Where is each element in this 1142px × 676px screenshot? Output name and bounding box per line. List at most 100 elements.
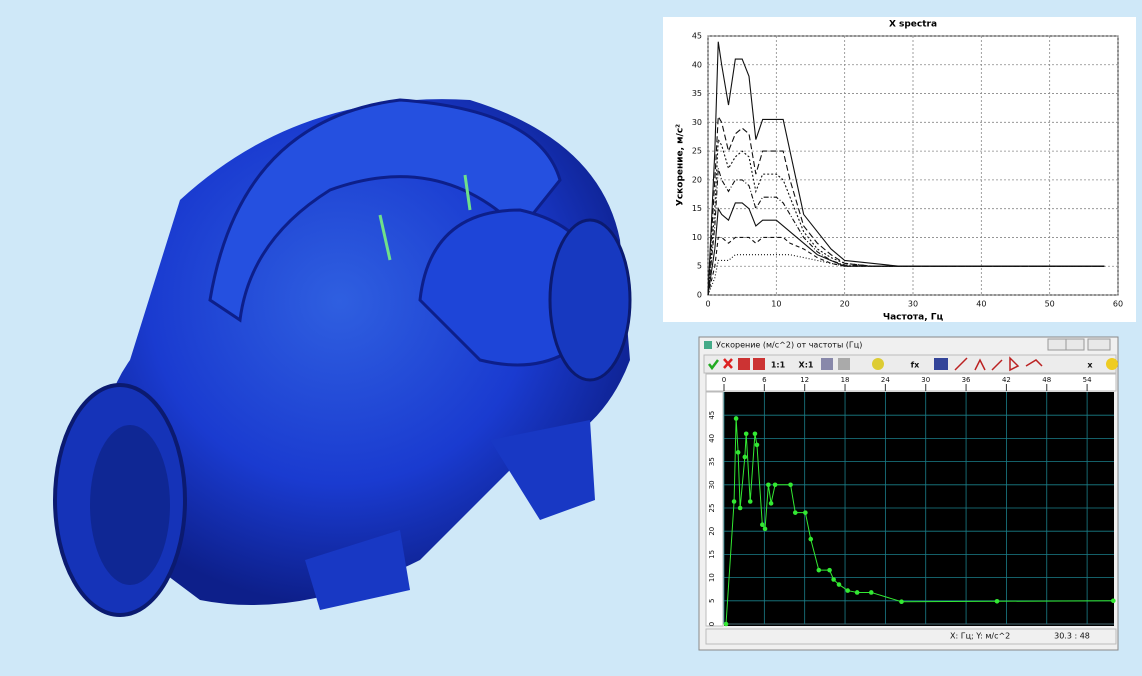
y-tick-label: 20: [692, 175, 702, 184]
data-point: [808, 536, 814, 542]
data-point: [868, 590, 874, 595]
data-point: [899, 599, 904, 605]
y-tick-label: 15: [692, 204, 702, 213]
data-point: [994, 598, 1000, 604]
app-window: Ускорение (м/с^2) от частоты (Гц) X: Гц;…: [698, 336, 1119, 651]
ok-button[interactable]: [708, 359, 719, 371]
x-tick-label: 10: [771, 300, 781, 309]
data-point: [723, 621, 729, 627]
pump-render: [53, 98, 632, 617]
x-tick-label: 50: [1045, 300, 1055, 309]
y-tick-label: 10: [708, 573, 716, 582]
y-tick-label: 25: [692, 147, 702, 156]
y-tick-label: 20: [708, 527, 716, 536]
tool-button[interactable]: [738, 358, 750, 370]
x-tick-label: 20: [840, 300, 850, 309]
toolbar-button[interactable]: 1:1: [771, 361, 786, 370]
tool-button[interactable]: [872, 358, 884, 370]
y-tick-label: 10: [692, 233, 702, 242]
series-line: [707, 41, 1105, 296]
y-tick-label: 30: [692, 118, 702, 127]
x-tick-label: 30: [921, 376, 930, 384]
tool-button[interactable]: [821, 358, 833, 370]
y-tick-label: 5: [708, 599, 716, 603]
tool-button[interactable]: [753, 358, 765, 370]
data-point: [803, 510, 808, 515]
data-point: [752, 431, 758, 437]
status-bar: [705, 628, 1117, 645]
data-point: [831, 577, 836, 582]
y-tick-label: 5: [697, 262, 702, 271]
minimize-button[interactable]: [1047, 338, 1067, 351]
help-button[interactable]: [1106, 358, 1118, 370]
status-cursor: 30.3 : 48: [1054, 632, 1090, 641]
data-point: [836, 582, 842, 587]
x-tick-label: 30: [908, 300, 918, 309]
series-line: [707, 236, 1105, 296]
y-tick-label: 15: [708, 550, 716, 559]
data-point: [762, 526, 768, 532]
y-tick-label: 40: [708, 434, 716, 443]
x-tick-label: 6: [762, 376, 767, 384]
series-line: [707, 254, 1105, 296]
y-tick-label: 25: [708, 504, 716, 513]
data-point: [788, 482, 793, 488]
data-point: [792, 510, 798, 515]
data-point: [735, 450, 741, 455]
x-tick-label: 60: [1113, 300, 1123, 309]
data-point: [754, 442, 760, 448]
x-tick-label: 40: [976, 300, 986, 309]
tool-button[interactable]: [934, 358, 948, 370]
plot-area: [724, 392, 1114, 626]
maximize-button[interactable]: [1065, 338, 1085, 351]
x-ruler: [705, 373, 1117, 392]
data-point: [827, 567, 832, 573]
data-point: [733, 416, 739, 421]
x-tick-label: 18: [841, 376, 850, 384]
chart-title: X spectra: [889, 20, 937, 30]
toolbar-button[interactable]: X:1: [799, 361, 814, 370]
x-tick-label: 12: [800, 376, 809, 384]
y-tick-label: 45: [708, 411, 716, 420]
x-tick-label: 42: [1002, 376, 1011, 384]
x-tick-label: 0: [722, 376, 726, 384]
x-tick-label: 54: [1083, 376, 1092, 384]
y-tick-label: 35: [708, 457, 716, 466]
data-point: [854, 590, 860, 595]
x-axis-label: Частота, Гц: [883, 313, 944, 323]
status-units: X: Гц; Y: м/с^2: [950, 632, 1010, 641]
y-tick-label: 0: [697, 291, 702, 300]
window-title: Ускорение (м/с^2) от частоты (Гц): [716, 341, 862, 350]
x-tick-label: 24: [881, 376, 890, 384]
toolbar-button[interactable]: fx: [911, 361, 920, 370]
data-point: [747, 499, 753, 504]
tool-button[interactable]: [838, 358, 850, 370]
tool-buttons[interactable]: [954, 356, 1043, 372]
data-point: [772, 482, 778, 488]
y-ruler: [705, 391, 724, 627]
data-point: [816, 567, 822, 573]
toolbar-button[interactable]: x: [1087, 361, 1093, 370]
data-point: [766, 482, 771, 488]
data-point: [845, 588, 851, 593]
spectra-panel: [663, 17, 1136, 322]
data-point: [731, 499, 737, 504]
y-tick-label: 0: [708, 622, 716, 626]
y-tick-label: 35: [692, 89, 702, 98]
data-point: [1111, 598, 1116, 604]
data-point: [737, 505, 743, 511]
data-point: [743, 431, 749, 437]
close-button[interactable]: [1087, 338, 1111, 351]
x-tick-label: 36: [962, 376, 971, 384]
y-tick-label: 40: [692, 60, 702, 69]
y-tick-label: 45: [692, 32, 702, 41]
cancel-button[interactable]: [723, 358, 733, 369]
window-icon: [704, 341, 712, 349]
data-point: [768, 501, 774, 506]
data-point: [742, 454, 748, 460]
y-tick-label: 30: [708, 480, 716, 489]
x-tick-label: 48: [1042, 376, 1051, 384]
series-line: [707, 137, 1105, 296]
